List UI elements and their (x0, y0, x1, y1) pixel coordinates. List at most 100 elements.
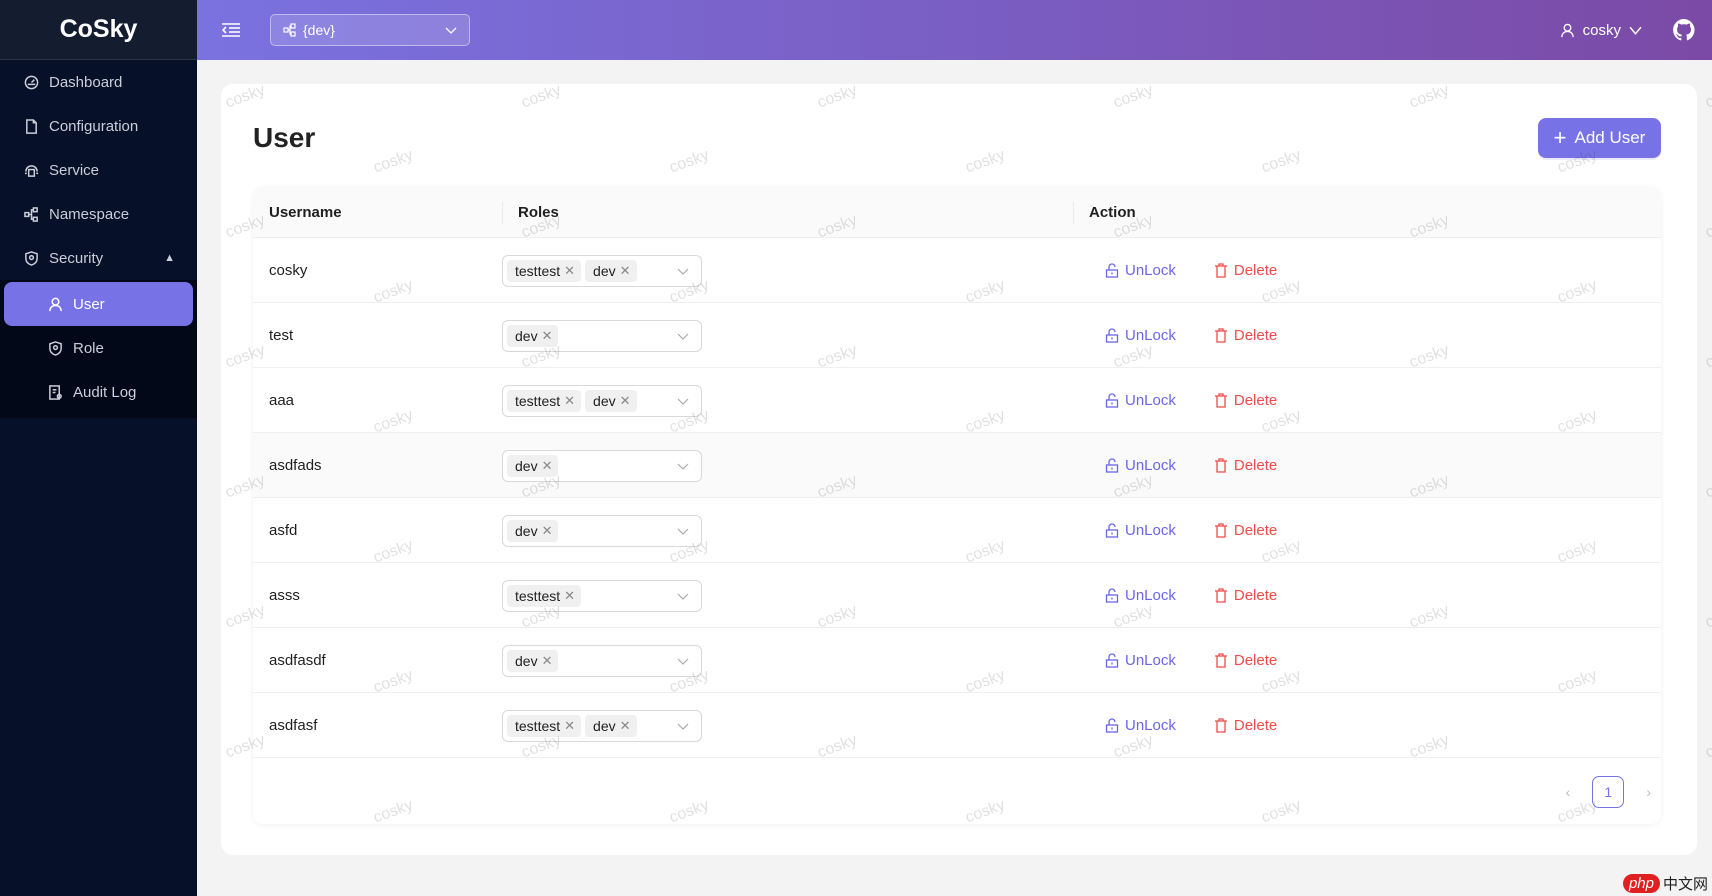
chevron-down-icon (677, 528, 689, 535)
column-action: Action (1073, 201, 1136, 224)
shield-icon (25, 250, 38, 266)
page-1-button[interactable]: 1 (1592, 776, 1625, 808)
user-menu[interactable]: cosky (1560, 22, 1642, 39)
delete-button[interactable]: Delete (1214, 392, 1277, 409)
remove-tag-icon[interactable]: ✕ (619, 392, 631, 408)
unlock-button[interactable]: UnLock (1105, 327, 1176, 344)
roles-select[interactable]: dev ✕ (502, 644, 702, 677)
role-tag: testtest ✕ (507, 584, 582, 607)
table-row: asdfads dev ✕ UnLock Delete (253, 433, 1661, 498)
table-row: test dev ✕ UnLock Delete (253, 303, 1661, 368)
remove-tag-icon[interactable]: ✕ (619, 262, 631, 278)
overlay-logo: php 中文网 (1622, 873, 1708, 894)
sidebar-item-dashboard[interactable]: Dashboard (0, 60, 197, 104)
prev-page-icon[interactable]: ‹ (1565, 784, 1571, 800)
trash-icon (1214, 588, 1227, 603)
username-cell: asfd (269, 522, 298, 539)
unlock-button[interactable]: UnLock (1105, 262, 1176, 279)
watermark: cosky (1703, 211, 1712, 242)
file-icon (26, 118, 37, 134)
remove-tag-icon[interactable]: ✕ (619, 717, 631, 733)
remove-tag-icon[interactable]: ✕ (541, 522, 553, 538)
namespace-value: {dev} (303, 22, 335, 38)
table-row: asss testtest ✕ UnLock Delete (253, 563, 1661, 628)
unlock-button[interactable]: UnLock (1105, 457, 1176, 474)
role-tag: dev ✕ (585, 389, 637, 412)
username-cell: asdfasdf (269, 652, 326, 669)
sidebar-item-user[interactable]: User (4, 282, 193, 326)
unlock-button[interactable]: UnLock (1105, 392, 1176, 409)
sidebar-item-label: Audit Log (73, 383, 137, 401)
sidebar-item-namespace[interactable]: Namespace (0, 192, 197, 236)
remove-tag-icon[interactable]: ✕ (564, 717, 576, 733)
unlock-button[interactable]: UnLock (1105, 522, 1176, 539)
role-tag: dev ✕ (507, 454, 559, 477)
watermark: cosky (1703, 471, 1712, 502)
roles-select[interactable]: dev ✕ (502, 449, 702, 482)
watermark: cosky (519, 81, 564, 112)
roles-select[interactable]: dev ✕ (502, 319, 702, 352)
column-username: Username (269, 203, 342, 221)
remove-tag-icon[interactable]: ✕ (541, 327, 553, 343)
table-row: cosky testtest ✕ dev ✕ UnLock Delete (253, 238, 1661, 303)
add-user-button[interactable]: + Add User (1538, 118, 1661, 158)
sidebar-item-security[interactable]: Security ▲ (0, 236, 197, 280)
chevron-down-icon (677, 658, 689, 665)
delete-button[interactable]: Delete (1214, 717, 1277, 734)
roles-select[interactable]: testtest ✕ dev ✕ (502, 254, 702, 287)
page-title: User (253, 122, 316, 153)
watermark: cosky (1703, 341, 1712, 372)
sidebar-item-configuration[interactable]: Configuration (0, 104, 197, 148)
roles-select[interactable]: testtest ✕ (502, 579, 702, 612)
delete-button[interactable]: Delete (1214, 457, 1277, 474)
github-icon[interactable] (1672, 18, 1696, 42)
unlock-button[interactable]: UnLock (1105, 717, 1176, 734)
watermark: cosky (1703, 81, 1712, 112)
unlock-icon (1105, 458, 1119, 473)
plus-icon: + (1553, 125, 1567, 150)
chevron-down-icon (677, 333, 689, 340)
add-user-label: Add User (1574, 128, 1646, 147)
remove-tag-icon[interactable]: ✕ (541, 652, 553, 668)
security-submenu: User Role Audit Log (0, 280, 197, 418)
remove-tag-icon[interactable]: ✕ (564, 262, 576, 278)
sidebar-item-label: Dashboard (49, 73, 123, 91)
roles-select[interactable]: testtest ✕ dev ✕ (502, 709, 702, 742)
delete-button[interactable]: Delete (1214, 652, 1277, 669)
table-row: asdfasdf dev ✕ UnLock Delete (253, 628, 1661, 693)
sidebar-item-service[interactable]: Service (0, 148, 197, 192)
sidebar-item-label: User (73, 295, 105, 313)
menu-fold-icon[interactable] (221, 22, 241, 38)
unlock-icon (1105, 588, 1119, 603)
next-page-icon[interactable]: › (1646, 784, 1651, 800)
remove-tag-icon[interactable]: ✕ (541, 457, 553, 473)
sidebar-item-label: Namespace (49, 205, 130, 223)
delete-button[interactable]: Delete (1214, 587, 1277, 604)
delete-button[interactable]: Delete (1214, 327, 1277, 344)
roles-select[interactable]: testtest ✕ dev ✕ (502, 384, 702, 417)
sidebar: CoSky Dashboard Configuration Service Names… (0, 0, 197, 896)
remove-tag-icon[interactable]: ✕ (564, 587, 576, 603)
top-header: {dev} cosky (197, 0, 1712, 60)
watermark: cosky (1703, 601, 1712, 632)
unlock-button[interactable]: UnLock (1105, 587, 1176, 604)
delete-button[interactable]: Delete (1214, 522, 1277, 539)
unlock-icon (1105, 718, 1119, 733)
sidebar-item-role[interactable]: Role (0, 326, 197, 370)
unlock-button[interactable]: UnLock (1105, 652, 1176, 669)
role-tag: dev ✕ (585, 259, 637, 282)
unlock-icon (1105, 653, 1119, 668)
sidebar-item-label: Service (49, 161, 100, 179)
unlock-icon (1105, 523, 1119, 538)
brand-logo: CoSky (0, 0, 197, 60)
cluster-icon (24, 206, 38, 222)
sidebar-item-audit-log[interactable]: Audit Log (0, 370, 197, 414)
remove-tag-icon[interactable]: ✕ (564, 392, 576, 408)
roles-select[interactable]: dev ✕ (502, 514, 702, 547)
delete-button[interactable]: Delete (1214, 262, 1277, 279)
username-cell: test (269, 327, 294, 344)
cloud-icon (24, 164, 39, 177)
chevron-down-icon (677, 593, 689, 600)
namespace-select[interactable]: {dev} (270, 14, 470, 46)
username-cell: cosky (269, 262, 308, 279)
